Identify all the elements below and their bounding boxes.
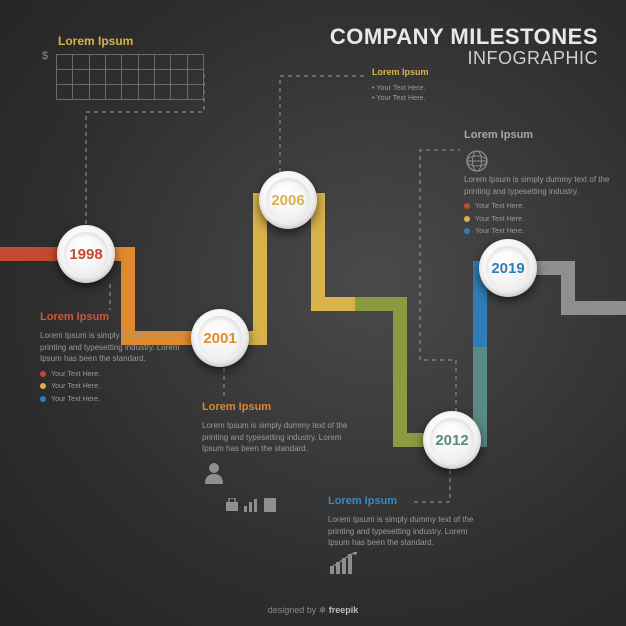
milestone-2012-circle: 2012 (423, 411, 481, 469)
milestone-2006-circle: 2006 (259, 171, 317, 229)
footer-brand: freepik (329, 605, 359, 615)
page-title: COMPANY MILESTONES INFOGRAPHIC (330, 24, 598, 69)
side-panel-bullets: Your Text Here.Your Text Here.Your Text … (464, 201, 614, 236)
milestone-1998-circle: 1998 (57, 225, 115, 283)
side-panel-body: Lorem Ipsum is simply dummy text of the … (464, 174, 614, 197)
milestone-1998-block: Lorem Ipsum Lorem Ipsum is simply dummy … (40, 310, 190, 406)
milestone-2006-lines: • Your Text Here.• Your Text Here. (372, 83, 492, 104)
title-line1: COMPANY MILESTONES (330, 24, 598, 50)
mini-icons-row (226, 498, 276, 512)
currency-icon: $ (42, 50, 48, 62)
topleft-heading: Lorem Ipsum (58, 34, 133, 48)
milestone-2019-circle: 2019 (479, 239, 537, 297)
document-icon (264, 498, 276, 512)
milestone-2012-body: Lorem Ipsum is simply dummy text of the … (328, 514, 488, 549)
briefcase-icon (226, 498, 238, 512)
growth-chart-icon (330, 552, 360, 574)
milestone-2001-heading: Lorem Ipsum (202, 400, 362, 416)
topleft-grid (56, 54, 204, 100)
milestone-2012-heading: Lorem Ipsum (328, 494, 488, 510)
milestone-1998-body: Lorem Ipsum is simply dummy text of the … (40, 330, 190, 365)
milestone-2001-body: Lorem Ipsum is simply dummy text of the … (202, 420, 362, 455)
footer-credit: designed by ❄ freepik (0, 605, 626, 616)
side-panel-block: Lorem Ipsum Lorem Ipsum is simply dummy … (464, 128, 614, 238)
milestone-2006-block: Lorem Ipsum • Your Text Here.• Your Text… (372, 66, 492, 104)
person-icon (204, 462, 224, 484)
milestone-1998-bullets: Your Text Here.Your Text Here.Your Text … (40, 369, 190, 404)
globe-icon (466, 150, 488, 172)
footer-prefix: designed by (268, 605, 319, 615)
milestone-1998-heading: Lorem Ipsum (40, 310, 190, 326)
milestone-2012-block: Lorem Ipsum Lorem Ipsum is simply dummy … (328, 494, 488, 549)
side-panel-heading: Lorem Ipsum (464, 128, 614, 144)
milestone-2001-circle: 2001 (191, 309, 249, 367)
milestone-2001-block: Lorem Ipsum Lorem Ipsum is simply dummy … (202, 400, 362, 455)
milestone-2006-heading: Lorem Ipsum (372, 66, 492, 79)
barchart-icon (244, 498, 258, 512)
